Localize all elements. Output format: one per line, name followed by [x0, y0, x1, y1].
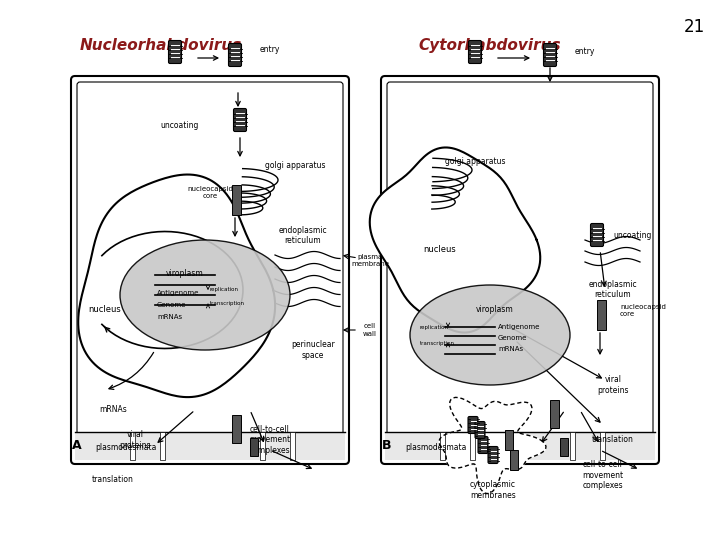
Text: Genome: Genome [157, 302, 186, 308]
FancyBboxPatch shape [544, 44, 557, 66]
Text: viral
proteins: viral proteins [120, 430, 150, 450]
Text: viral
proteins: viral proteins [598, 375, 629, 395]
Text: entry: entry [260, 45, 280, 55]
Text: cell-to-cell
movement
complexes: cell-to-cell movement complexes [582, 460, 624, 490]
Bar [550, 400, 559, 428]
Bar [597, 300, 606, 330]
Bar [232, 415, 241, 443]
Text: nucleus: nucleus [423, 246, 456, 254]
Bar [250, 438, 258, 456]
Bar [470, 432, 475, 460]
Bar [75, 432, 345, 460]
Text: cell
wall: cell wall [363, 323, 377, 336]
Text: replication: replication [420, 325, 449, 329]
Text: golgi apparatus: golgi apparatus [445, 158, 505, 166]
Text: nucleocapsid
core: nucleocapsid core [187, 186, 233, 199]
Text: 21: 21 [684, 18, 705, 36]
Bar [232, 185, 241, 215]
Text: translation: translation [592, 435, 634, 444]
Text: transcription: transcription [420, 341, 455, 346]
FancyBboxPatch shape [469, 40, 482, 64]
Ellipse shape [120, 240, 290, 350]
Bar [385, 432, 655, 460]
Text: mRNAs: mRNAs [157, 314, 182, 320]
Text: endoplasmic
reticulum: endoplasmic reticulum [589, 280, 637, 299]
Text: Cytorhabdovirus: Cytorhabdovirus [418, 38, 561, 53]
Text: A: A [72, 439, 81, 452]
Text: plasmodesmata: plasmodesmata [405, 443, 467, 452]
Text: translation: translation [92, 476, 134, 484]
Text: uncoating: uncoating [613, 231, 652, 240]
Text: viroplasm: viroplasm [166, 268, 204, 278]
Text: replication: replication [210, 287, 239, 293]
Polygon shape [370, 147, 540, 333]
Bar [130, 432, 135, 460]
Text: Genome: Genome [498, 335, 527, 341]
Text: cytoplasmic
membranes: cytoplasmic membranes [470, 480, 516, 500]
Text: entry: entry [575, 48, 595, 57]
Bar [510, 450, 518, 470]
Text: B: B [382, 439, 392, 452]
FancyBboxPatch shape [228, 44, 241, 66]
Bar [505, 430, 513, 450]
FancyBboxPatch shape [233, 109, 246, 132]
Text: transcription: transcription [210, 301, 245, 307]
Text: Antigenome: Antigenome [498, 324, 541, 330]
FancyBboxPatch shape [71, 76, 349, 464]
Text: nucleus: nucleus [89, 306, 122, 314]
Text: plasma
membrane: plasma membrane [351, 253, 389, 267]
Text: viroplasm: viroplasm [476, 306, 514, 314]
FancyBboxPatch shape [168, 40, 181, 64]
Polygon shape [78, 174, 275, 397]
Text: perinuclear
space: perinuclear space [291, 340, 335, 360]
Text: nucleocapsid
core: nucleocapsid core [620, 303, 666, 316]
Text: uncoating: uncoating [160, 120, 199, 130]
Text: mRNAs: mRNAs [498, 346, 523, 352]
FancyBboxPatch shape [488, 447, 498, 463]
Ellipse shape [410, 285, 570, 385]
Bar [440, 432, 445, 460]
FancyBboxPatch shape [468, 416, 478, 434]
Bar [570, 432, 575, 460]
Text: Antigenome: Antigenome [157, 290, 199, 296]
Text: plasmodesmata: plasmodesmata [95, 443, 156, 452]
FancyBboxPatch shape [478, 436, 488, 454]
FancyBboxPatch shape [475, 422, 485, 438]
Bar [160, 432, 165, 460]
Polygon shape [439, 397, 546, 494]
Text: golgi apparatus: golgi apparatus [265, 160, 325, 170]
Bar [560, 438, 568, 456]
Bar [600, 432, 605, 460]
FancyBboxPatch shape [590, 224, 603, 246]
Text: mRNAs: mRNAs [99, 406, 127, 415]
FancyBboxPatch shape [381, 76, 659, 464]
Text: endoplasmic
reticulum: endoplasmic reticulum [279, 226, 328, 245]
Bar [260, 432, 265, 460]
Text: Nucleorhabdovirus: Nucleorhabdovirus [80, 38, 243, 53]
Bar [290, 432, 295, 460]
Text: cell-to-cell
movement
complexes: cell-to-cell movement complexes [249, 425, 291, 455]
